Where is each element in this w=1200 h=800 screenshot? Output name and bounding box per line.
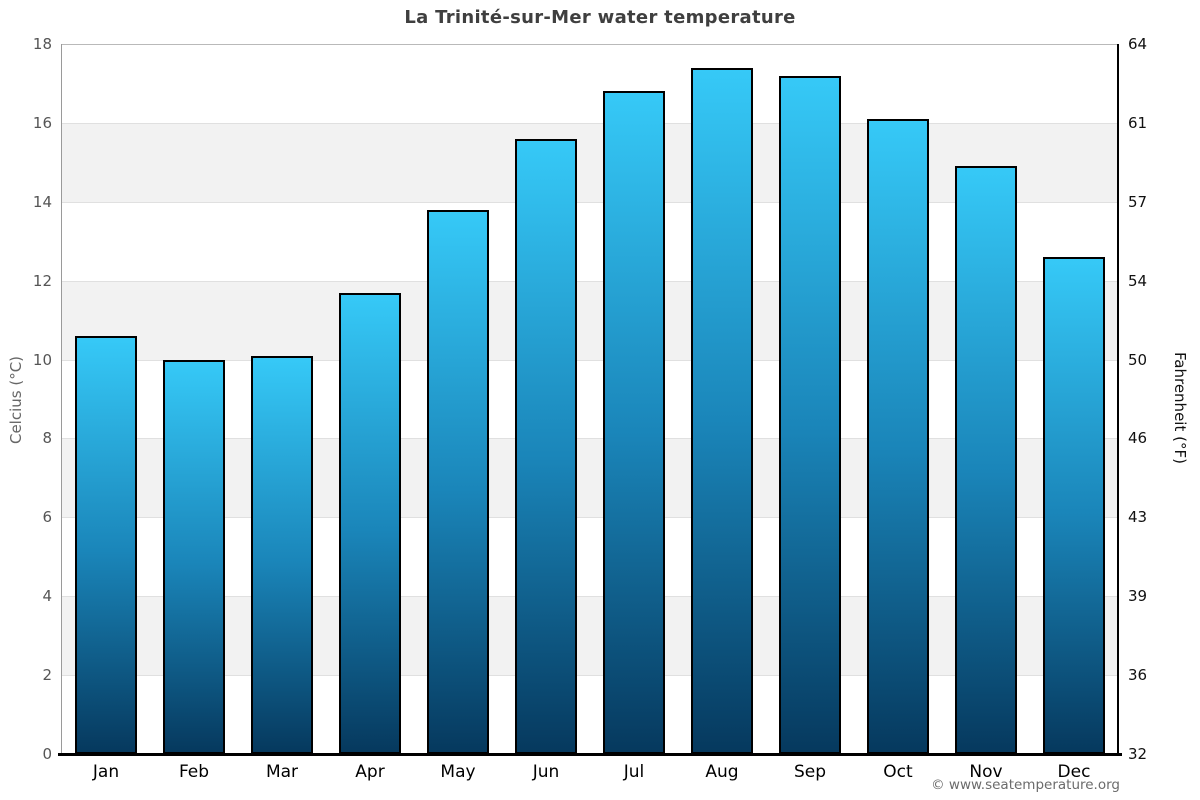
left-axis-line [61,44,62,754]
celsius-axis-title: Celcius (°C) [7,355,25,445]
bar-jan [75,335,137,754]
plot-area [62,44,1118,754]
bar-feb [163,359,225,754]
gridline [62,359,1118,361]
right-axis-line [1117,44,1119,754]
gridline [62,596,1118,598]
fahrenheit-tick-64: 64 [1128,35,1148,53]
chart-title: La Trinité-sur-Mer water temperature [404,7,796,28]
fahrenheit-tick-39: 39 [1128,587,1148,606]
background-band [62,122,1118,202]
fahrenheit-tick-43: 43 [1128,508,1148,527]
bar-may [427,209,489,754]
month-label-sep: Sep [793,762,827,782]
month-label-jan: Jan [92,762,120,782]
month-label-nov: Nov [969,762,1003,782]
month-label-jun: Jun [532,762,560,782]
fahrenheit-tick-46: 46 [1128,429,1148,448]
month-label-aug: Aug [705,762,739,782]
bar-dec [1043,257,1105,754]
month-label-apr: Apr [355,762,385,782]
gridline [62,201,1118,203]
fahrenheit-tick-54: 54 [1128,271,1148,290]
gridline [62,280,1118,282]
gridline [62,44,1118,45]
fahrenheit-tick-57: 57 [1128,192,1148,211]
celsius-tick-6: 6 [42,508,52,527]
bar-apr [339,292,401,754]
celsius-tick-10: 10 [32,350,52,369]
celsius-tick-0: 0 [42,745,52,763]
gridline [62,517,1118,519]
fahrenheit-axis-title: Fahrenheit (°F) [1171,352,1189,464]
fahrenheit-tick-36: 36 [1128,666,1148,685]
background-band [62,280,1118,360]
celsius-tick-8: 8 [42,429,52,448]
gridline [62,675,1118,677]
celsius-tick-12: 12 [32,271,52,290]
bar-mar [251,355,313,754]
month-label-mar: Mar [265,762,299,782]
bar-oct [867,118,929,754]
celsius-tick-16: 16 [32,113,52,132]
background-band [62,44,1118,123]
celsius-tick-4: 4 [42,587,52,606]
fahrenheit-tick-50: 50 [1128,350,1148,369]
month-label-may: May [440,762,476,782]
bar-sep [779,75,841,754]
gridline [62,438,1118,440]
fahrenheit-tick-32: 32 [1128,745,1148,763]
month-label-oct: Oct [883,762,913,782]
bar-aug [691,67,753,754]
celsius-tick-14: 14 [32,192,52,211]
copyright-credit: © www.seatemperature.org [931,777,1120,793]
bar-jul [603,91,665,754]
bottom-axis-line [58,753,1122,756]
background-band [62,596,1118,676]
month-label-feb: Feb [178,762,210,782]
month-label-jul: Jul [623,762,645,782]
month-label-dec: Dec [1057,762,1091,782]
fahrenheit-tick-61: 61 [1128,113,1148,132]
bar-jun [515,138,577,754]
celsius-tick-18: 18 [32,35,52,53]
celsius-tick-2: 2 [42,666,52,685]
background-band [62,438,1118,518]
bar-nov [955,166,1017,754]
gridline [62,122,1118,124]
